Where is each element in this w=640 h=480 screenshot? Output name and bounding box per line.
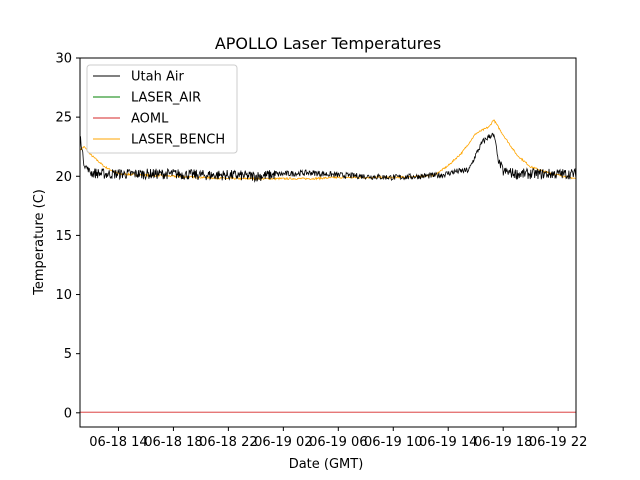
- x-tick-label: 06-19 06: [309, 435, 367, 450]
- x-tick-label: 06-19 22: [529, 435, 587, 450]
- legend-label: LASER_BENCH: [131, 133, 225, 148]
- x-tick-label: 06-18 22: [199, 435, 257, 450]
- x-tick-label: 06-19 10: [364, 435, 422, 450]
- legend-label: Utah Air: [131, 70, 184, 85]
- legend: Utah Air LASER_AIR AOML LASER_BENCH: [86, 64, 238, 154]
- legend-label: AOML: [131, 112, 169, 127]
- x-tick-label: 06-18 14: [89, 435, 147, 450]
- y-tick-label: 30: [55, 52, 72, 67]
- y-axis-label: Temperature (C): [32, 189, 47, 296]
- plot-frame: [79, 57, 577, 428]
- y-tick-label: 20: [55, 170, 72, 185]
- y-tick-label: 15: [55, 229, 72, 244]
- y-tick-label: 0: [64, 406, 72, 421]
- x-tick-label: 06-18 18: [144, 435, 202, 450]
- series-line-utah-air: [80, 132, 576, 183]
- y-tick-label: 5: [64, 347, 72, 362]
- y-tick-label: 10: [55, 288, 72, 303]
- legend-box: [86, 64, 238, 154]
- y-tick-label: 25: [55, 111, 72, 126]
- chart-title: APOLLO Laser Temperatures: [215, 34, 441, 53]
- x-tick-label: 06-19 02: [254, 435, 312, 450]
- x-tick-label: 06-19 18: [474, 435, 532, 450]
- x-tick-label: 06-19 14: [419, 435, 477, 450]
- x-axis-label: Date (GMT): [289, 457, 364, 472]
- y-axis: 0 5 10 15 20 25 30: [55, 52, 80, 421]
- legend-label: LASER_AIR: [131, 91, 201, 106]
- series-layer: [80, 119, 576, 413]
